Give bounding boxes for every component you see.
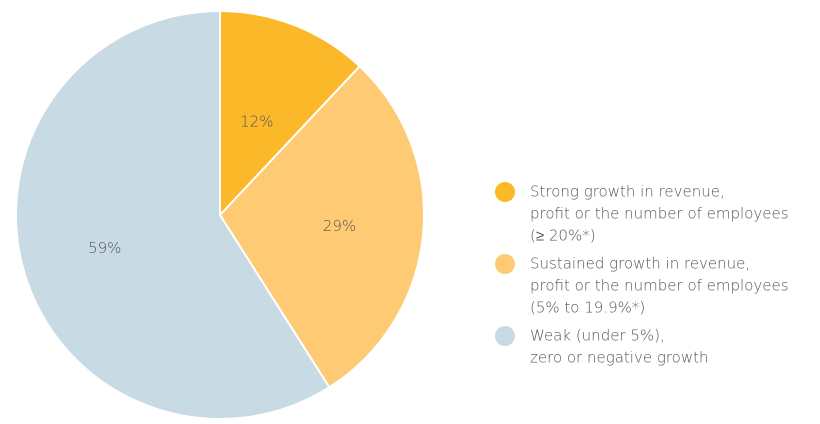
pie-slice [15, 9, 331, 420]
legend-label: Strong growth in revenue, [530, 183, 725, 201]
legend-swatch [495, 326, 515, 346]
legend-label: profit or the number of employees [530, 205, 789, 223]
legend-swatch [495, 182, 515, 202]
value-label: 12% [240, 113, 273, 131]
pie-slice [219, 9, 362, 218]
value-label: 29% [323, 217, 356, 235]
legend-label: (5% to 19.9%*) [530, 299, 645, 317]
legend-label: Sustained growth in revenue, [530, 255, 750, 273]
legend-label: (≥ 20%*) [530, 227, 596, 245]
legend-label: zero or negative growth [530, 349, 709, 367]
legend-label: profit or the number of employees [530, 277, 789, 295]
value-label: 59% [88, 239, 121, 257]
legend-label: Weak (under 5%), [530, 327, 665, 345]
legend-swatch [495, 254, 515, 274]
pie-slice [218, 64, 425, 389]
